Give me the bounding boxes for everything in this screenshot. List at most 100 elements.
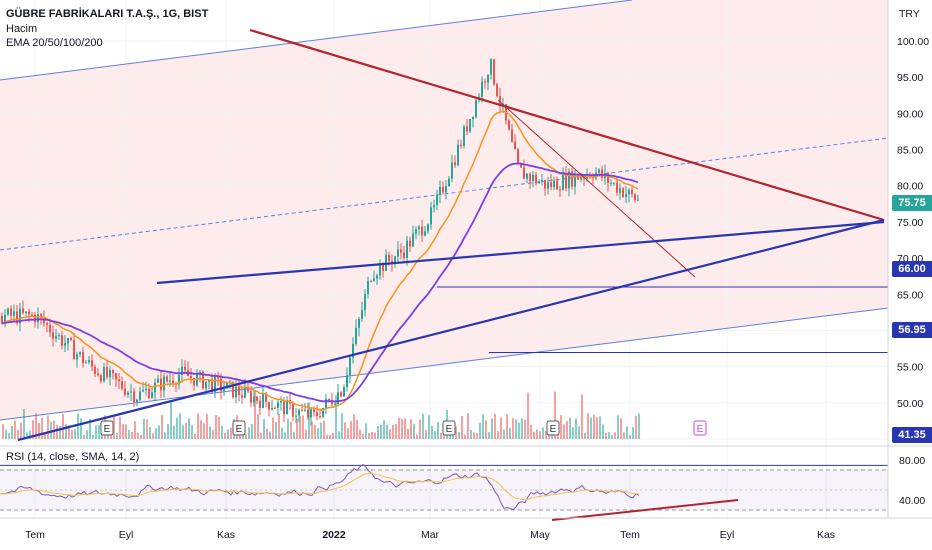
volume-bar <box>161 415 163 439</box>
volume-bar <box>539 431 541 439</box>
volume-bar <box>338 431 340 439</box>
resistance-trendline <box>249 28 885 222</box>
volume-bar <box>194 433 196 439</box>
volume-bar <box>377 425 379 439</box>
candle-body <box>100 375 102 382</box>
candle-body <box>364 294 366 311</box>
volume-bar <box>305 429 307 439</box>
volume-bar <box>281 427 283 439</box>
rsi-tick-label: 80.00 <box>899 455 925 467</box>
volume-bar <box>14 420 16 439</box>
candle-body <box>22 308 24 313</box>
volume-bar <box>413 424 415 439</box>
candle-body <box>487 74 489 83</box>
candle-body <box>373 278 375 281</box>
volume-bar <box>383 420 385 439</box>
volume-bar <box>176 417 178 439</box>
candle-body <box>448 178 450 187</box>
volume-bar <box>269 431 271 439</box>
symbol-title[interactable]: GÜBRE FABRİKALARI T.A.Ş., 1G, BIST <box>6 8 209 20</box>
volume-bar <box>566 420 568 439</box>
volume-bar <box>158 425 160 439</box>
candle-body <box>268 402 270 410</box>
candle-body <box>277 402 279 408</box>
rising-support-trendline <box>17 218 885 442</box>
candle-body <box>40 314 42 318</box>
candle-body <box>226 382 228 389</box>
volume-bar <box>638 413 640 439</box>
candle-body <box>580 177 582 180</box>
time-tick-label: Eyl <box>119 529 134 541</box>
volume-bar <box>635 415 637 439</box>
rsi-ma-line <box>0 472 640 501</box>
candle-body <box>154 382 156 393</box>
volume-bar <box>587 413 589 439</box>
candle-body <box>67 337 69 344</box>
candle-body <box>157 378 159 383</box>
volume-bar <box>425 429 427 439</box>
earnings-marker-label: E <box>446 424 453 435</box>
chart-legend: GÜBRE FABRİKALARI T.A.Ş., 1G, BIST Hacim… <box>6 7 208 51</box>
candle-body <box>334 404 336 406</box>
volume-bar <box>470 430 472 439</box>
candle-body <box>58 335 60 337</box>
candle-body <box>619 188 621 193</box>
volume-bar <box>95 425 97 439</box>
volume-bar <box>503 429 505 439</box>
volume-bar <box>485 420 487 439</box>
volume-bar <box>605 432 607 439</box>
volume-bar <box>185 422 187 439</box>
volume-bar <box>74 429 76 439</box>
volume-bar <box>152 433 154 439</box>
volume-bar <box>227 429 229 439</box>
currency-label: TRY <box>899 8 920 20</box>
candle-body <box>220 378 222 391</box>
volume-bar <box>251 424 253 439</box>
candle-body <box>64 343 66 346</box>
ema-legend[interactable]: EMA 20/50/100/200 <box>6 37 103 49</box>
rsi-legend[interactable]: RSI (14, close, SMA, 14, 2) <box>6 451 140 463</box>
volume-bar <box>434 431 436 439</box>
candle-body <box>367 280 369 295</box>
volume-bar <box>62 413 64 439</box>
candle-body <box>541 180 543 182</box>
candle-body <box>466 126 468 132</box>
volume-bar <box>476 432 478 439</box>
candle-body <box>253 396 255 403</box>
candle-body <box>52 332 54 339</box>
volume-bar <box>197 413 199 439</box>
candle-body <box>457 144 459 166</box>
volume-bar <box>614 432 616 439</box>
volume-bar <box>212 429 214 439</box>
volume-bar <box>245 434 247 439</box>
candle-body <box>499 96 501 106</box>
candle-body <box>508 120 510 130</box>
volume-bar <box>146 419 148 439</box>
volume-bar <box>431 425 433 439</box>
volume-bar <box>242 432 244 439</box>
candle-body <box>430 207 432 225</box>
price-tick-label: 95.00 <box>897 72 923 84</box>
candle-body <box>133 391 135 403</box>
volume-bar <box>140 434 142 439</box>
candle-body <box>34 314 36 323</box>
volume-bar <box>608 432 610 439</box>
candle-body <box>514 141 516 150</box>
candle-body <box>304 409 306 411</box>
rsi-band <box>0 470 888 510</box>
volume-bar <box>599 416 601 439</box>
candle-body <box>427 224 429 232</box>
volume-bar <box>365 423 367 439</box>
candle-body <box>139 391 141 400</box>
candle-body <box>634 194 636 201</box>
volume-bar <box>122 424 124 439</box>
volume-bar <box>392 424 394 439</box>
time-tick-label: Tem <box>620 529 640 541</box>
volume-bar <box>206 413 208 439</box>
volume-bar <box>275 422 277 439</box>
volume-bar <box>155 428 157 439</box>
candle-body <box>127 392 129 395</box>
volume-legend[interactable]: Hacim <box>6 22 38 35</box>
volume-bar <box>59 425 61 439</box>
